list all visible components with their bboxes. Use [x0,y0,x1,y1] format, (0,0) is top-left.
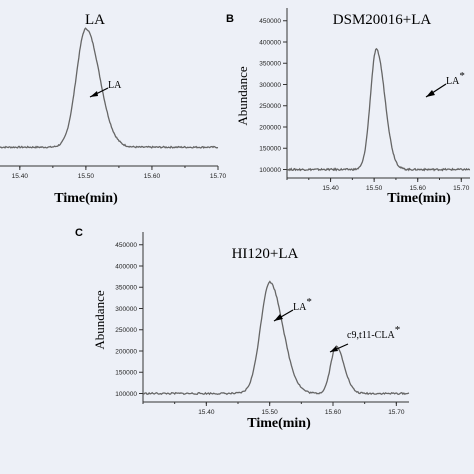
panel-a-arrowhead [90,91,98,97]
panel-b-y-tick-label: 300000 [259,82,281,89]
panel-b-peak-star: * [459,70,465,82]
panel-b-letter: B [226,13,234,25]
panel-b-y-tick-label: 200000 [259,124,281,131]
panel-c-cla-arrowhead [330,346,338,352]
panel-b-x-tick-label: 15.40 [322,185,339,192]
panel-c-title: HI120+LA [232,246,299,262]
panel-c-x-tick-label: 15.40 [198,409,215,416]
panel-b-x-tick-label: 15.50 [366,185,383,192]
panel-b-y-tick-label: 150000 [259,146,281,153]
panel-b-x-tick-label: 15.70 [453,185,470,192]
panel-b-x-tick-label: 15.60 [410,185,427,192]
panel-a-x-label: Time(min) [54,191,118,206]
panel-c-x-tick-label: 15.50 [262,409,279,416]
panel-c-x-ticks: 15.40 15.50 15.60 15.70 [142,402,405,416]
panel-b-y-tick-label: 450000 [259,18,281,25]
panel-c-x-tick-label: 15.70 [388,409,405,416]
panel-c-y-tick-label: 100000 [115,391,137,398]
panel-b-chart: B 100000 150000 200000 250000 300000 350000 40… [226,8,471,206]
panel-b-peak-label: LA* [446,70,465,87]
panel-c-y-tick-label: 400000 [115,263,137,270]
panel-c-cla-name: c9,t11-CLA [347,330,395,341]
panel-a-x-tick-label: 15.70 [210,173,227,180]
panel-b-x-label: Time(min) [387,191,451,206]
panel-c-y-ticks: 100000 150000 200000 250000 300000 350000 4000… [115,242,143,398]
panel-c-cla-star: * [395,324,401,336]
panel-c-letter: C [75,227,83,239]
panel-c-x-tick-label: 15.60 [325,409,342,416]
panel-c-y-tick-label: 300000 [115,306,137,313]
panel-b-y-tick-label: 400000 [259,39,281,46]
panel-a-x-tick-label: 15.60 [144,173,161,180]
panel-c-y-tick-label: 450000 [115,242,137,249]
panel-b-y-label: Abundance [235,66,250,125]
panel-c-y-tick-label: 150000 [115,370,137,377]
panel-a-trace [0,27,219,149]
panel-b-y-tick-label: 350000 [259,61,281,68]
panel-c-la-star: * [306,296,312,308]
panel-c-la-arrowhead [274,314,283,321]
panel-b-peak-name: LA [446,76,460,87]
panel-b-x-ticks: 15.40 15.50 15.60 15.70 [286,178,470,192]
panel-c-y-tick-label: 250000 [115,327,137,334]
panel-b-y-tick-label: 250000 [259,103,281,110]
panel-a-x-tick-label: 15.50 [78,173,95,180]
panel-c-cla-label: c9,t11-CLA* [347,324,400,341]
panel-a-chart: 15.40 15.50 15.60 15.70 LA Time(min) LA [0,12,227,206]
panel-c-la-name: LA [293,302,307,313]
panel-c-y-tick-label: 350000 [115,285,137,292]
panel-b-y-ticks: 100000 150000 200000 250000 300000 350000 4000… [259,18,287,174]
panel-b-title: DSM20016+LA [333,12,432,28]
panel-a-x-tick-label: 15.40 [12,173,29,180]
panel-a-x-ticks: 15.40 15.50 15.60 15.70 [12,166,227,180]
panel-c-y-tick-label: 200000 [115,348,137,355]
panel-a-title: LA [85,12,105,28]
panel-c-trace [142,280,410,396]
panel-a-peak-label: LA [108,80,122,91]
panel-c-y-label: Abundance [92,290,107,349]
panel-b-trace [286,47,471,172]
panel-b-y-tick-label: 100000 [259,167,281,174]
panel-c-x-label: Time(min) [247,416,311,431]
panel-c-chart: C 100000 150000 200000 250000 300000 350000 40… [75,227,410,431]
panel-c-la-label: LA* [293,296,312,313]
panel-b-arrowhead [426,90,435,97]
